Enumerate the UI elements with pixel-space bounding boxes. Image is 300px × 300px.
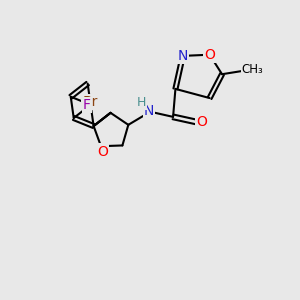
Text: F: F (83, 98, 91, 112)
Text: N: N (144, 104, 154, 118)
Text: O: O (196, 115, 207, 129)
Text: O: O (204, 48, 215, 62)
Text: N: N (178, 49, 188, 63)
Text: H: H (136, 96, 146, 109)
Text: Br: Br (82, 95, 98, 109)
Text: O: O (97, 145, 108, 158)
Text: CH₃: CH₃ (242, 63, 263, 76)
